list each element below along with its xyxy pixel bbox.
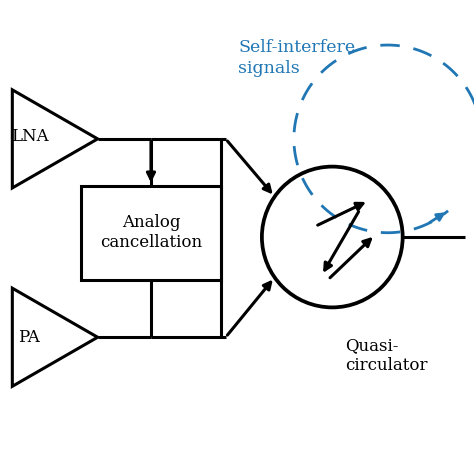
Text: LNA: LNA	[10, 128, 48, 145]
Text: Self-interfere
signals: Self-interfere signals	[238, 39, 356, 76]
Text: Quasi-
circulator: Quasi- circulator	[345, 337, 428, 374]
Text: PA: PA	[18, 329, 40, 346]
Bar	[81, 186, 221, 280]
Text: Analog
cancellation: Analog cancellation	[100, 214, 202, 251]
